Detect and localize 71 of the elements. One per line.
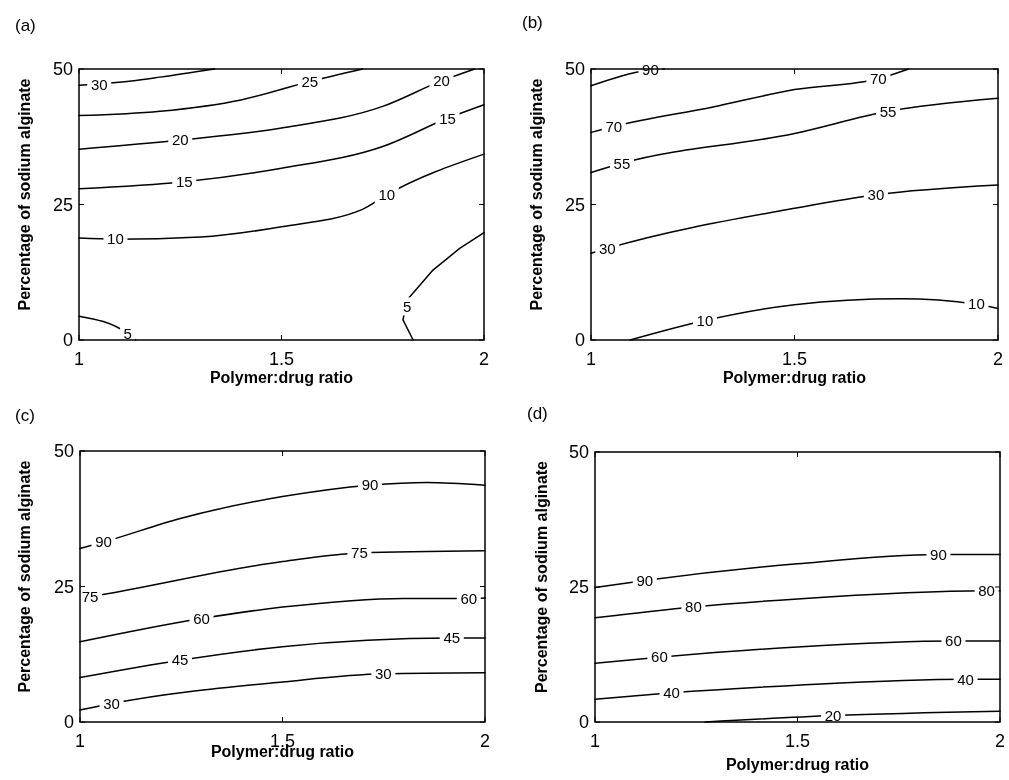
chart-title: (d) (527, 404, 548, 423)
annotation: 10 (696, 311, 714, 329)
annotation: 75 (351, 544, 368, 562)
annotation: 90 (95, 533, 112, 551)
y-axis-title: Percentage of sodium alginate (16, 460, 33, 693)
annotation: 80 (685, 598, 702, 616)
x-tick-label: 1 (589, 731, 601, 751)
annotation: 90 (636, 571, 654, 589)
annotation: 30 (867, 185, 885, 203)
x-axis-title: Polymer:drug ratio (725, 756, 870, 773)
annotation: 55 (613, 154, 631, 172)
x-tick-label: 2 (478, 349, 490, 369)
annotation: 10 (107, 230, 124, 248)
y-axis-title: Percentage of sodium alginate (528, 78, 545, 311)
annotation: 40 (663, 684, 680, 702)
annotation: 90 (930, 545, 947, 563)
chart-title: (a) (15, 16, 36, 35)
annotation: 25 (301, 72, 319, 90)
annotation: 20 (824, 706, 842, 724)
annotation: 55 (879, 102, 897, 120)
y-axis-title: Percentage of sodium alginate (533, 460, 550, 694)
annotation: 75 (81, 588, 99, 606)
annotation: 5 (123, 324, 132, 342)
annotation: 45 (443, 629, 461, 647)
annotation: 30 (598, 239, 616, 257)
x-tick-label: 1.5 (268, 349, 295, 369)
annotation: 70 (870, 70, 887, 88)
y-tick-label: 25 (564, 194, 585, 215)
annotation: 60 (460, 589, 478, 607)
y-tick-label: 0 (63, 712, 74, 733)
y-tick-label: 50 (568, 442, 589, 463)
x-tick-label: 2 (479, 731, 491, 751)
x-tick-label: 1 (73, 349, 85, 369)
annotation: 30 (90, 75, 108, 93)
annotation: 15 (439, 109, 456, 127)
x-tick-label: 1 (585, 349, 597, 369)
annotation: 60 (193, 609, 210, 627)
annotation: 70 (605, 117, 623, 135)
annotation: 30 (103, 694, 120, 712)
annotation: 90 (361, 476, 379, 494)
y-tick-label: 50 (53, 441, 74, 462)
x-tick-label: 1.5 (784, 731, 811, 751)
annotation: 45 (171, 651, 189, 669)
annotation: 5 (402, 297, 412, 315)
annotation: 60 (945, 632, 962, 650)
y-axis-title: Percentage of sodium alginate (16, 78, 33, 311)
annotation: 20 (171, 131, 189, 149)
annotation: 30 (375, 665, 392, 683)
x-axis-title: Polymer:drug ratio (209, 369, 354, 386)
y-tick-label: 0 (62, 330, 73, 351)
y-tick-label: 0 (578, 712, 589, 733)
x-tick-label: 1 (74, 731, 86, 751)
y-tick-label: 50 (52, 59, 73, 80)
y-tick-label: 25 (568, 577, 589, 598)
x-tick-label: 1.5 (781, 349, 808, 369)
annotation: 15 (175, 172, 193, 190)
y-tick-label: 0 (574, 330, 585, 351)
y-tick-label: 50 (564, 59, 585, 80)
annotation: 10 (378, 185, 396, 203)
chart-title: (c) (15, 406, 35, 425)
annotation: 40 (957, 670, 974, 688)
annotation: 80 (978, 582, 995, 600)
chart-title: (b) (522, 13, 543, 32)
annotation: 20 (433, 72, 450, 90)
annotation: 60 (651, 648, 668, 666)
y-tick-label: 25 (52, 194, 73, 215)
x-tick-label: 2 (994, 731, 1006, 751)
x-axis-title: Polymer:drug ratio (722, 369, 867, 386)
y-tick-label: 25 (53, 576, 74, 597)
annotation: 10 (968, 295, 985, 313)
x-tick-label: 2 (992, 349, 1004, 369)
